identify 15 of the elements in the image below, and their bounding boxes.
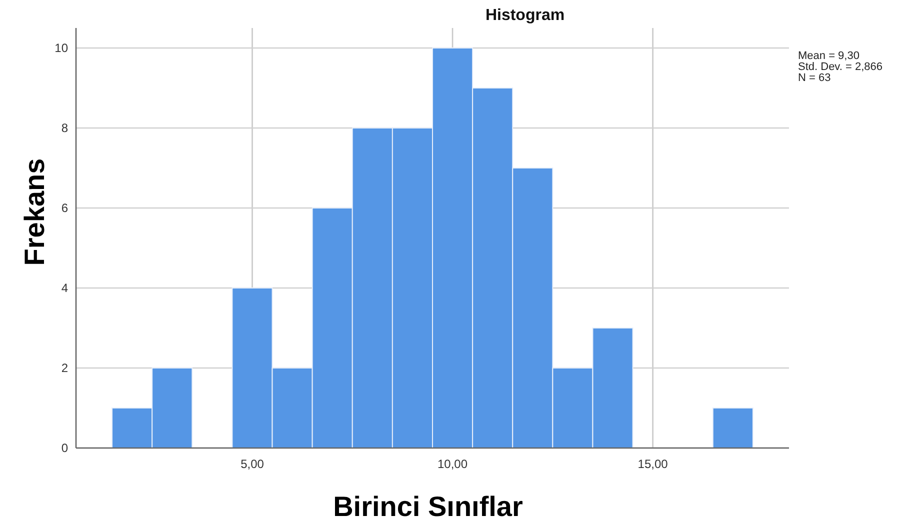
x-tick-label: 15,00	[638, 457, 668, 471]
x-tick-label: 5,00	[240, 457, 264, 471]
y-tick-label: 10	[54, 41, 68, 56]
chart-title: Histogram	[485, 7, 565, 24]
y-axis-title: Frekans	[19, 158, 50, 266]
text: N = 63	[798, 72, 831, 84]
text: Mean = 9,30	[798, 50, 860, 62]
text: Std. Dev. = 2,866	[798, 61, 882, 73]
y-tick-label: 8	[61, 121, 68, 136]
y-tick-label: 4	[61, 281, 68, 296]
y-tick-label: 6	[61, 201, 68, 216]
y-tick-label: 2	[61, 361, 68, 376]
y-tick-label: 0	[61, 441, 68, 456]
x-axis-title: Birinci Sınıflar	[333, 491, 524, 522]
x-tick-label: 10,00	[438, 457, 468, 471]
